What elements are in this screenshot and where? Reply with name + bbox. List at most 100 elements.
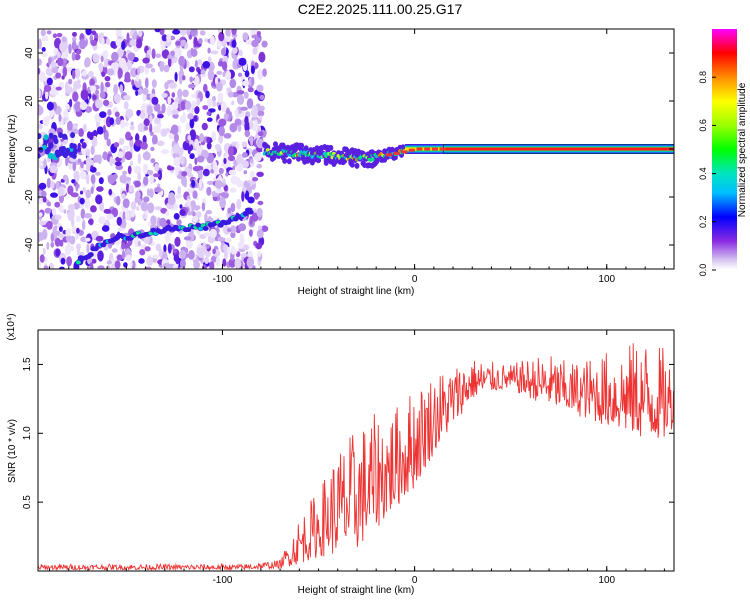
noise-blob [174, 72, 178, 82]
noise-blob [252, 47, 258, 55]
noise-blob [53, 55, 57, 60]
noise-blob [237, 124, 242, 132]
noise-blob [223, 184, 228, 192]
noise-blob [130, 67, 138, 78]
noise-blob [194, 75, 200, 87]
noise-blob [217, 92, 224, 104]
noise-blob [126, 32, 130, 44]
noise-blob [234, 118, 242, 127]
noise-blob [206, 180, 215, 185]
noise-blob [136, 206, 140, 211]
noise-blob [239, 232, 244, 243]
noise-blob [52, 33, 58, 38]
noise-blob [214, 180, 223, 189]
noise-blob [200, 249, 205, 258]
noise-blob [106, 213, 114, 220]
noise-blob [261, 40, 268, 48]
noise-blob [38, 58, 42, 66]
noise-blob [82, 187, 86, 193]
noise-blob [152, 254, 159, 259]
noise-blob [218, 118, 227, 127]
band-blob [299, 142, 305, 149]
noise-blob [206, 142, 212, 150]
noise-blob [232, 46, 238, 54]
noise-blob [146, 169, 154, 176]
main-line-dash [439, 147, 446, 151]
noise-blob [102, 151, 108, 161]
noise-blob [165, 128, 171, 133]
noise-blob [149, 123, 153, 134]
noise-blob [127, 165, 132, 175]
noise-blob [137, 171, 141, 183]
main-line-dash [385, 153, 392, 157]
noise-blob [211, 131, 217, 142]
noise-blob [240, 253, 248, 258]
noise-blob [229, 187, 237, 193]
noise-blob [243, 91, 249, 99]
noise-blob [80, 161, 84, 169]
noise-blob [137, 240, 141, 247]
noise-blob [154, 186, 162, 193]
noise-blob [217, 236, 225, 242]
noise-blob [179, 29, 187, 36]
noise-blob [212, 248, 216, 255]
noise-blob [179, 249, 187, 259]
noise-blob [254, 192, 259, 200]
noise-blob [79, 197, 85, 205]
noise-blob [75, 171, 80, 182]
noise-blob [161, 34, 168, 42]
noise-blob [40, 29, 46, 37]
noise-blob [121, 242, 126, 250]
noise-blob [150, 215, 157, 226]
snr-frame [37, 329, 675, 572]
noise-blob [222, 71, 226, 77]
noise-blob [172, 144, 181, 154]
noise-blob [250, 158, 254, 164]
x-tick-label: 0 [412, 274, 418, 285]
noise-blob [215, 144, 222, 152]
noise-blob [210, 35, 215, 46]
noise-blob [111, 62, 119, 70]
colorbar-tick-label: 0.6 [698, 119, 708, 132]
noise-blob [98, 62, 104, 73]
noise-blob [218, 167, 224, 175]
noise-blob [173, 213, 180, 220]
noise-blob [73, 80, 79, 90]
noise-blob [82, 70, 87, 77]
noise-blob [249, 119, 254, 130]
noise-blob [66, 256, 72, 267]
noise-blob [236, 153, 244, 165]
noise-blob [226, 227, 232, 233]
noise-blob [142, 151, 151, 161]
band-blob [392, 154, 398, 161]
noise-blob [257, 110, 265, 117]
noise-blob [89, 262, 94, 269]
noise-blob [121, 250, 126, 260]
noise-blob [174, 170, 179, 176]
noise-blob [171, 101, 179, 111]
band-peak [368, 158, 373, 162]
noise-blob [59, 205, 64, 213]
noise-blob [173, 48, 180, 58]
x-tick-label: -100 [212, 575, 232, 586]
noise-blob [128, 185, 134, 193]
noise-blob [97, 154, 102, 165]
noise-blob [85, 156, 91, 167]
noise-blob [90, 165, 94, 171]
noise-blob [51, 66, 59, 74]
noise-blob [209, 261, 215, 269]
noise-blob [191, 100, 197, 109]
noise-blob [123, 262, 128, 268]
noise-blob [122, 198, 130, 208]
noise-blob [147, 202, 155, 214]
band-blob [271, 154, 277, 161]
noise-blob [246, 256, 254, 268]
noise-blob [137, 198, 142, 206]
noise-blob [100, 81, 104, 93]
noise-blob [146, 49, 153, 55]
noise-blob [149, 188, 154, 199]
snr-content [38, 343, 674, 571]
noise-blob [159, 61, 165, 72]
noise-blob [244, 190, 250, 200]
noise-blob [236, 163, 244, 172]
